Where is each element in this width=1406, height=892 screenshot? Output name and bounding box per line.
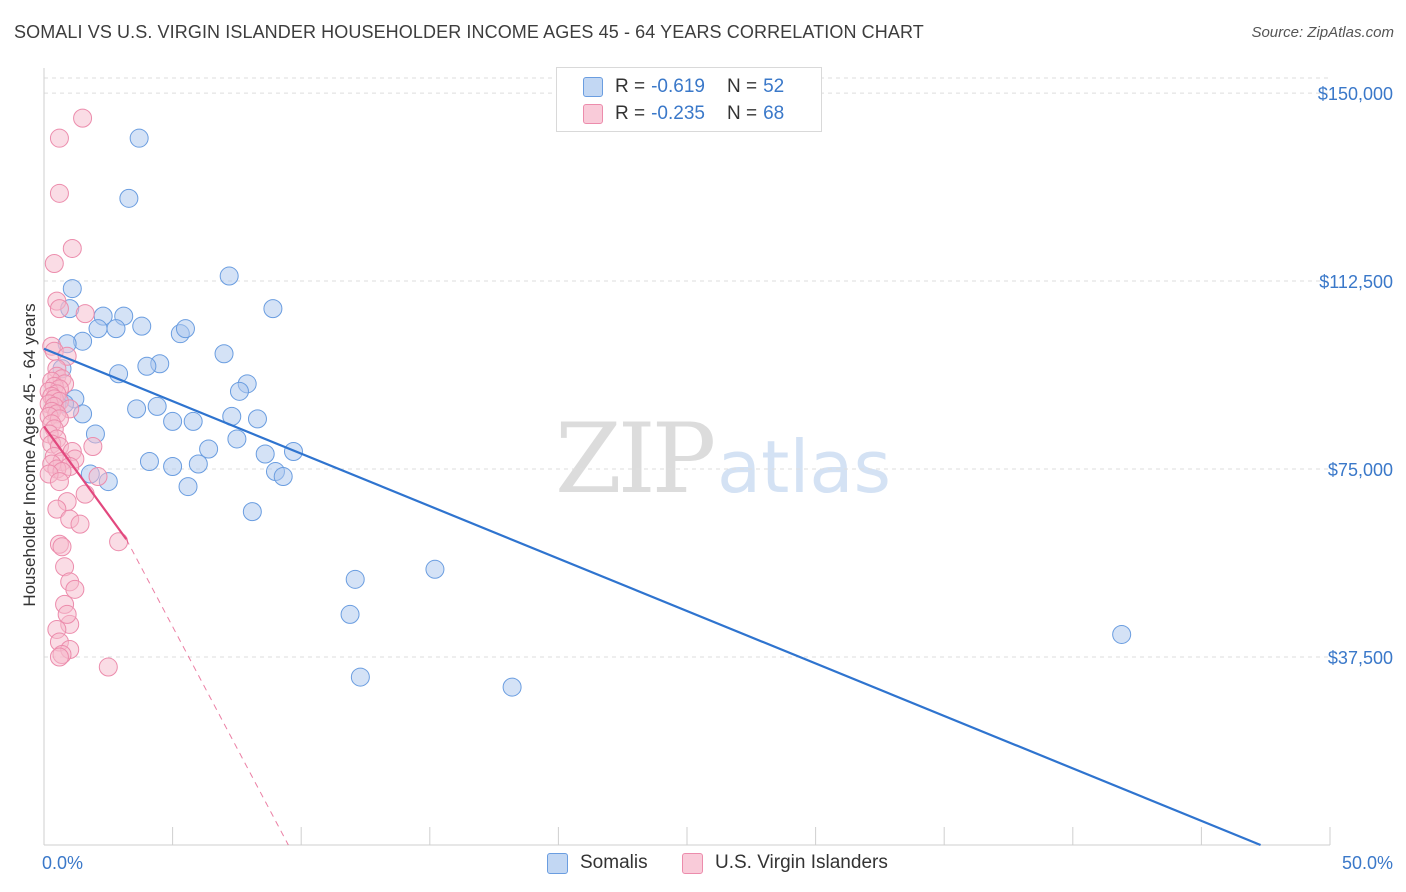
somali-point xyxy=(147,396,167,416)
virgin-islander-point xyxy=(83,436,103,456)
axes xyxy=(43,68,1331,846)
legend-r-label: R = xyxy=(615,76,646,97)
virgin-islander-trend-line xyxy=(43,425,128,540)
bottom-legend-swatch-virgin-islanders xyxy=(682,852,703,874)
legend-r-label: R = xyxy=(615,103,646,124)
bottom-legend-label-somalis: Somalis xyxy=(580,852,648,873)
virgin-islander-point xyxy=(49,128,69,148)
somali-point xyxy=(129,128,149,148)
somali-point xyxy=(255,444,275,464)
somali-point xyxy=(62,279,82,299)
watermark-atlas: atlas xyxy=(717,425,891,509)
legend-n-label: N = xyxy=(726,76,758,97)
somali-point xyxy=(247,409,267,429)
somali-point xyxy=(88,319,108,339)
somali-point xyxy=(183,411,203,431)
somali-point xyxy=(273,467,293,487)
correlation-legend: R = -0.619 N = 52 R = -0.235 N = 68 xyxy=(556,67,822,132)
virgin-islander-point xyxy=(47,499,67,519)
watermark-zip: ZIP xyxy=(555,403,714,515)
virgin-islander-point xyxy=(98,657,118,677)
legend-n-label: N = xyxy=(726,103,758,124)
somali-point xyxy=(163,457,183,477)
somali-point xyxy=(188,454,208,474)
somali-point xyxy=(137,356,157,376)
virgin-islander-point xyxy=(75,304,95,324)
legend-n-value-somalis: 52 xyxy=(763,76,785,97)
virgin-islander-point xyxy=(44,254,64,274)
y-tick-label: $75,000 xyxy=(1328,460,1393,480)
legend-row-somalis: R = -0.619 N = 52 xyxy=(583,75,784,99)
trend-lines xyxy=(43,347,1261,847)
data-points xyxy=(39,108,1132,697)
tick-labels: $37,500 $75,000 $112,500 $150,000 0.0% 50.0% xyxy=(42,84,1393,873)
virgin-islander-point xyxy=(73,108,93,128)
legend-swatch-virgin-islanders xyxy=(583,104,603,124)
somali-point xyxy=(163,411,183,431)
virgin-islander-point xyxy=(49,299,69,319)
virgin-islander-point xyxy=(49,647,69,667)
chart-title: SOMALI VS U.S. VIRGIN ISLANDER HOUSEHOLD… xyxy=(14,22,924,42)
somali-point xyxy=(1112,624,1132,644)
somali-point xyxy=(350,667,370,687)
virgin-islander-point xyxy=(49,472,69,492)
watermark: ZIP atlas xyxy=(555,403,891,515)
somali-point xyxy=(127,399,147,419)
bottom-legend-virgin-islanders: U.S. Virgin Islanders xyxy=(682,852,888,874)
somali-point xyxy=(227,429,247,449)
virgin-islander-point xyxy=(52,537,72,557)
bottom-legend-swatch-somalis xyxy=(547,852,568,874)
virgin-islander-point xyxy=(49,183,69,203)
somali-point xyxy=(214,344,234,364)
somali-point xyxy=(425,559,445,579)
somali-point xyxy=(229,381,249,401)
somali-trend-line xyxy=(43,347,1261,847)
y-tick-label: $112,500 xyxy=(1319,272,1393,292)
virgin-islander-point xyxy=(57,604,77,624)
legend-r-value-virgin-islanders: -0.235 xyxy=(651,103,705,124)
somali-point xyxy=(119,188,139,208)
legend-r-value-somalis: -0.619 xyxy=(651,76,705,97)
bottom-legend-label-virgin-islanders: U.S. Virgin Islanders xyxy=(715,852,888,873)
virgin-islander-point xyxy=(70,514,90,534)
somali-point xyxy=(178,477,198,497)
legend-swatch-somalis xyxy=(583,77,603,97)
somali-point xyxy=(263,299,283,319)
somali-point xyxy=(106,319,126,339)
legend-n-value-virgin-islanders: 68 xyxy=(763,103,785,124)
legend-row-virgin-islanders: R = -0.235 N = 68 xyxy=(583,102,784,126)
x-tick-label-max: 50.0% xyxy=(1342,853,1393,873)
somali-point xyxy=(345,569,365,589)
somali-point xyxy=(340,604,360,624)
somali-point xyxy=(199,439,219,459)
virgin-islander-point xyxy=(75,484,95,504)
somali-point xyxy=(139,452,159,472)
virgin-islander-point xyxy=(62,238,82,258)
x-tick-label-min: 0.0% xyxy=(42,853,83,873)
virgin-islander-point xyxy=(65,579,85,599)
bottom-legend-somalis: Somalis xyxy=(547,852,648,874)
virgin-islander-trend-line-extension xyxy=(125,538,289,846)
somali-point xyxy=(219,266,239,286)
y-tick-label: $37,500 xyxy=(1328,648,1393,668)
somali-point xyxy=(502,677,522,697)
somali-point xyxy=(175,319,195,339)
source-credit: Source: ZipAtlas.com xyxy=(1251,24,1394,41)
virgin-islander-point xyxy=(88,467,108,487)
somali-point xyxy=(132,316,152,336)
grid xyxy=(44,77,1330,658)
y-tick-label: $150,000 xyxy=(1318,84,1393,104)
somali-point xyxy=(242,502,262,522)
